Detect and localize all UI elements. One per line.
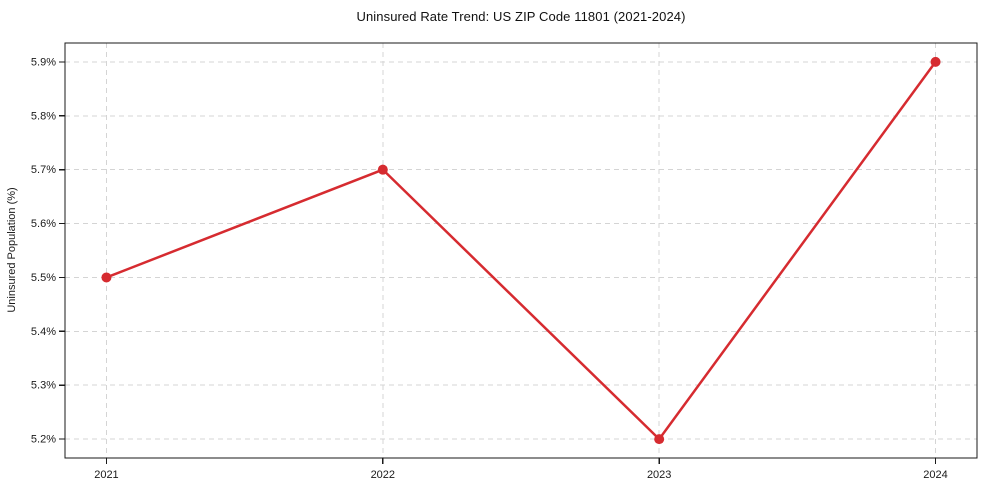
data-point-2022 (377, 164, 388, 175)
x-tick-label: 2023 (647, 469, 671, 481)
plot-border (64, 42, 978, 459)
y-axis-label: Uninsured Population (%) (6, 187, 18, 312)
y-tick-label: 5.6% (31, 218, 56, 230)
y-tick-label: 5.4% (31, 326, 56, 338)
y-tick-label: 5.9% (31, 56, 56, 68)
x-tick-label: 2024 (923, 469, 947, 481)
series-layer (101, 56, 941, 445)
data-point-2023 (654, 434, 665, 445)
x-tick-label: 2021 (94, 469, 118, 481)
data-point-2021 (101, 272, 112, 283)
y-tick-label: 5.2% (31, 434, 56, 446)
data-point-2024 (930, 56, 941, 67)
chart-title: Uninsured Rate Trend: US ZIP Code 11801 … (356, 9, 686, 24)
trend-line (105, 60, 937, 441)
y-tick-label: 5.7% (31, 164, 56, 176)
x-tick-label: 2022 (371, 469, 395, 481)
y-tick-label: 5.5% (31, 272, 56, 284)
axis-layer: 5.2% 5.3% 5.4% 5.5% 5.6% 5.7% 5.8% 5.9% 2021 2022… (31, 42, 978, 481)
y-tick-label: 5.8% (31, 110, 56, 122)
y-tick-label: 5.3% (31, 380, 56, 392)
grid-layer (65, 43, 977, 458)
